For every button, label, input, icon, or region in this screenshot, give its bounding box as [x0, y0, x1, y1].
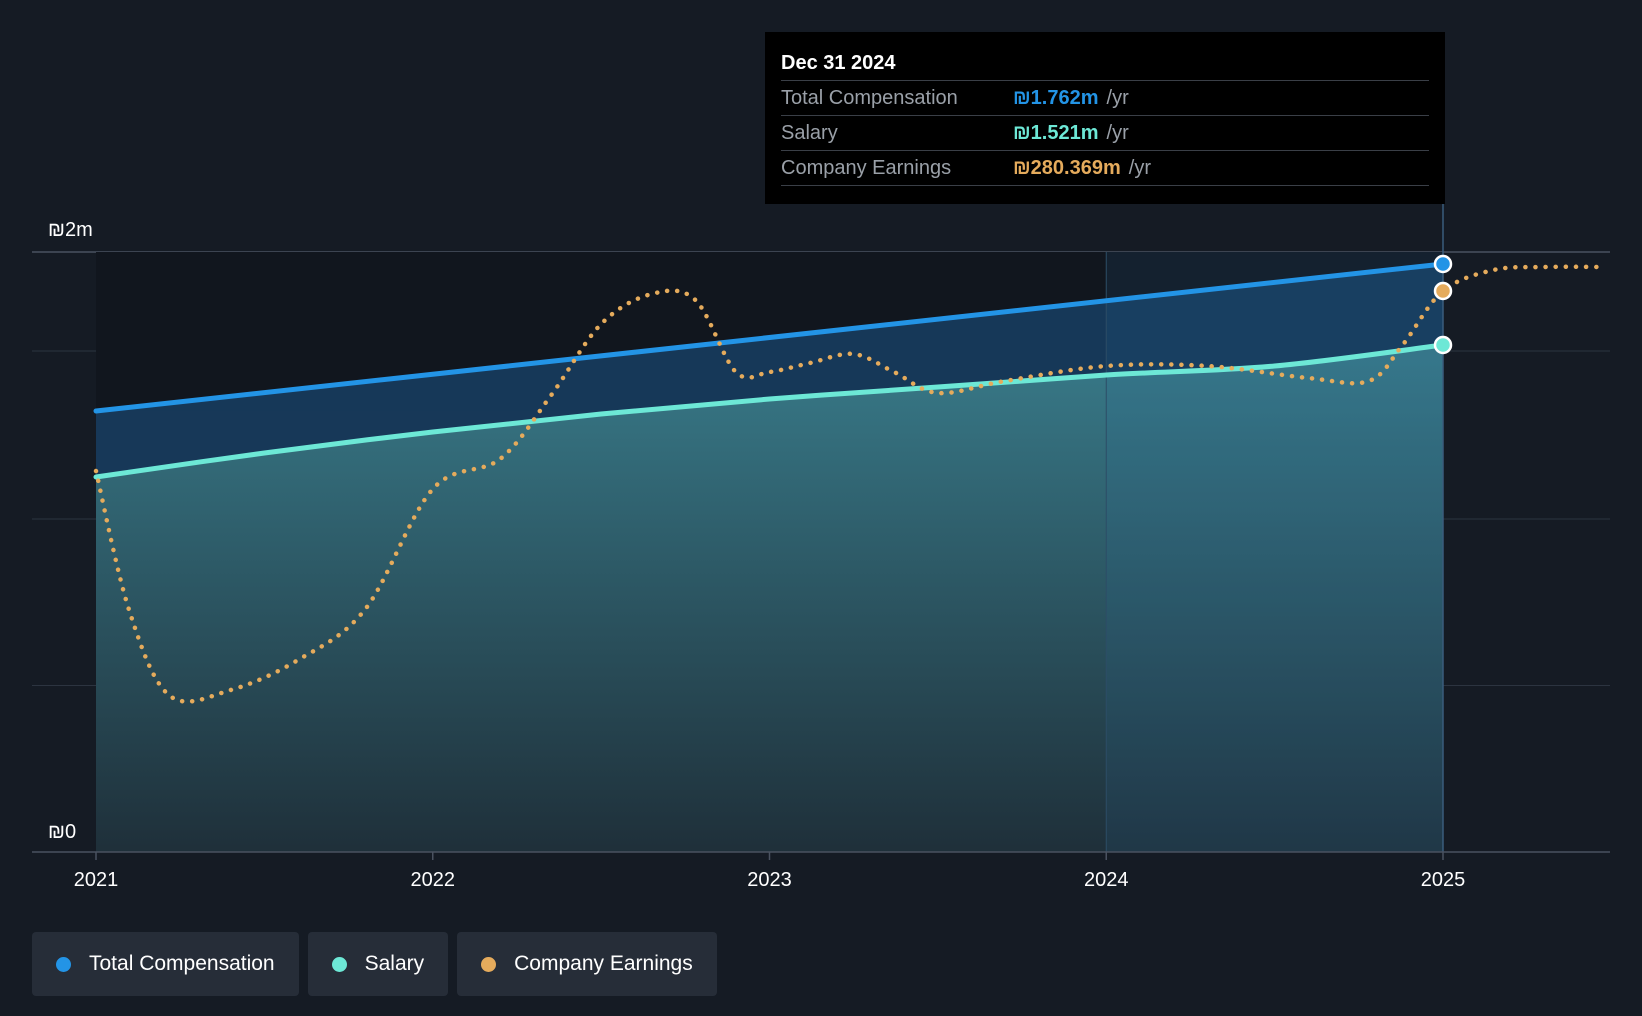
legend: Total Compensation Salary Company Earnin… [32, 932, 717, 996]
highlight-region [1106, 252, 1443, 852]
tooltip-date: Dec 31 2024 [781, 46, 1429, 81]
tooltip-label: Total Compensation [781, 87, 958, 109]
x-tick-label: 2025 [1421, 869, 1466, 891]
series-lines [93, 204, 1607, 852]
tooltip-row-total: Total Compensation ₪1.762m /yr [781, 81, 1429, 116]
x-tick-label: 2024 [1084, 869, 1129, 891]
legend-item-salary[interactable]: Salary [307, 932, 449, 996]
dot-icon [481, 956, 497, 972]
salary-line [93, 342, 1446, 480]
tooltip-value-earnings: ₪280.369m [1013, 157, 1121, 179]
x-tick-label: 2023 [747, 869, 792, 891]
dot-icon [331, 956, 347, 972]
legend-item-total-compensation[interactable]: Total Compensation [32, 932, 299, 996]
y-tick-label: ₪2m [48, 219, 93, 241]
axes: 2021 2022 2023 2024 2025 ₪2m ₪0 [32, 219, 1610, 891]
legend-label: Company Earnings [514, 952, 693, 975]
tooltip-value-total: ₪1.762m [1013, 87, 1099, 109]
tooltip: Dec 31 2024 Total Compensation ₪1.762m /… [765, 32, 1445, 204]
highlight-markers [1433, 254, 1453, 355]
dot-icon [56, 956, 71, 972]
tooltip-row-salary: Salary ₪1.521m /yr [781, 116, 1429, 151]
legend-label: Total Compensation [89, 952, 275, 975]
tooltip-unit: /yr [1106, 87, 1129, 109]
tooltip-unit: /yr [1106, 122, 1129, 144]
earnings-marker[interactable] [1433, 281, 1453, 301]
x-tick-label: 2021 [74, 869, 119, 891]
tooltip-value-salary: ₪1.521m [1013, 122, 1099, 144]
x-tick-label: 2022 [411, 869, 456, 891]
legend-label: Salary [364, 952, 425, 975]
tooltip-unit: /yr [1128, 157, 1151, 179]
salary-marker[interactable] [1433, 335, 1453, 355]
company-earnings-line [93, 264, 1607, 704]
total-compensation-line [93, 261, 1446, 414]
y-tick-label: ₪0 [48, 821, 76, 843]
total-compensation-marker[interactable] [1433, 254, 1453, 274]
series-areas [96, 252, 1443, 852]
tooltip-row-earnings: Company Earnings ₪280.369m /yr [781, 151, 1429, 186]
tooltip-label: Company Earnings [781, 157, 952, 179]
tooltip-label: Salary [781, 122, 838, 144]
legend-item-company-earnings[interactable]: Company Earnings [457, 932, 717, 996]
